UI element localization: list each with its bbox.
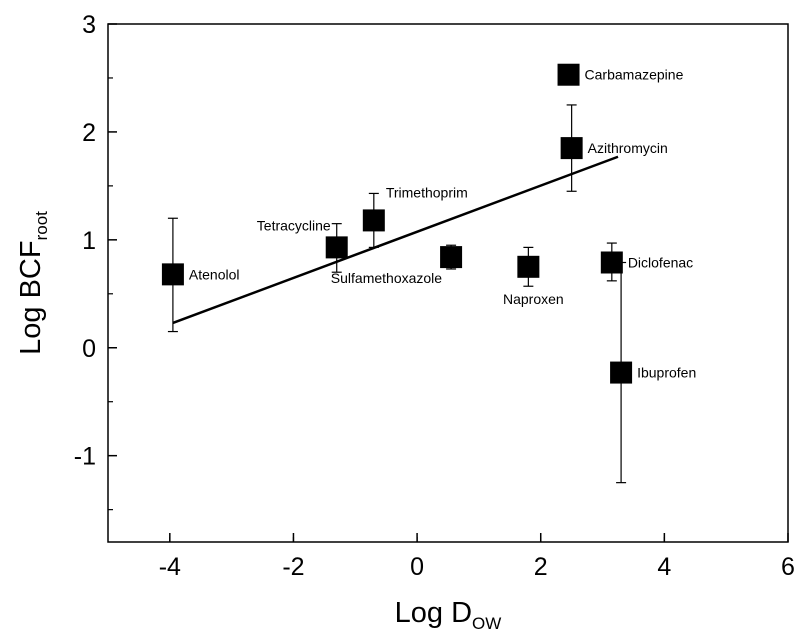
x-tick-label: 6 <box>781 553 795 581</box>
y-tick-label: 1 <box>82 227 96 255</box>
regression-line <box>172 155 619 325</box>
y-tick-label: 2 <box>82 119 96 147</box>
x-tick-label: 2 <box>534 553 548 581</box>
data-point-sulfamethoxazole: Sulfamethoxazole <box>331 244 463 286</box>
data-point-diclofenac: Diclofenac <box>600 242 693 282</box>
point-label: Atenolol <box>189 266 240 282</box>
x-tick-label: 0 <box>410 553 424 581</box>
data-point-tetracycline: Tetracycline <box>257 217 348 273</box>
point-label: Sulfamethoxazole <box>331 270 443 286</box>
data-point-carbamazepine: Carbamazepine <box>557 63 684 86</box>
y-tick-label: -1 <box>74 443 96 471</box>
y-tick-label: 3 <box>82 11 96 39</box>
x-axis-title: Log DOW <box>395 597 502 633</box>
square-marker <box>517 255 540 278</box>
plot-frame <box>107 23 789 543</box>
square-marker <box>325 236 348 259</box>
data-point-trimethoprim: Trimethoprim <box>362 184 468 248</box>
square-marker <box>610 361 633 384</box>
square-marker <box>560 137 583 160</box>
point-label: Diclofenac <box>628 254 693 270</box>
x-axis-title-main: Log D <box>395 597 472 629</box>
point-label: Azithromycin <box>588 140 668 156</box>
y-axis-title-main: Log BCF <box>15 240 47 354</box>
point-label: Ibuprofen <box>637 365 696 381</box>
square-marker <box>161 263 184 286</box>
regression-line-group <box>172 155 619 325</box>
point-label: Trimethoprim <box>386 184 468 200</box>
y-tick-label: 0 <box>82 335 96 363</box>
data-point-ibuprofen: Ibuprofen <box>610 261 696 484</box>
square-marker <box>440 246 463 269</box>
data-points: Atenolol Tetracycline Trimethoprim Sulfamet… <box>161 63 696 484</box>
y-axis-title: Log BCFroot <box>15 211 51 355</box>
x-axis-title-sub: OW <box>472 614 501 633</box>
point-label: Naproxen <box>503 291 564 307</box>
x-tick-label: -4 <box>159 553 181 581</box>
y-axis-title-sub: root <box>32 211 51 241</box>
point-label: Tetracycline <box>257 217 331 233</box>
square-marker <box>362 209 385 232</box>
data-point-naproxen: Naproxen <box>503 246 564 307</box>
square-marker <box>557 63 580 86</box>
x-tick-label: -2 <box>282 553 304 581</box>
axis-ticks: -4 -2 0 2 4 6 -1 0 1 2 3 <box>74 11 795 581</box>
square-marker <box>600 251 623 274</box>
data-point-azithromycin: Azithromycin <box>560 104 668 192</box>
point-label: Carbamazepine <box>585 67 684 83</box>
x-tick-label: 4 <box>657 553 671 581</box>
data-point-atenolol: Atenolol <box>161 217 240 333</box>
